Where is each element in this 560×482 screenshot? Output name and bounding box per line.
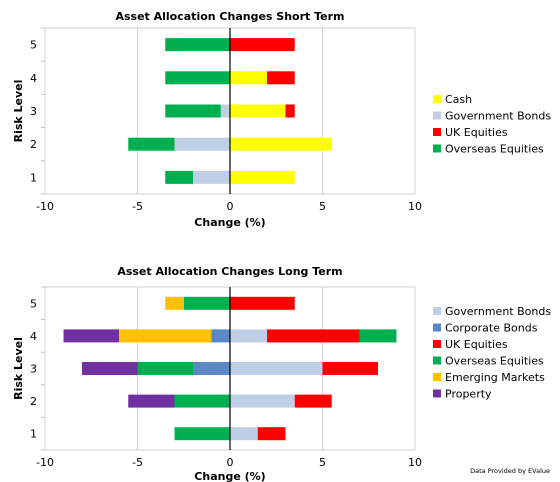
bar-segment-overseas-equities (165, 38, 230, 52)
legend-swatch (433, 340, 441, 348)
bar-segment-overseas-equities (174, 427, 230, 441)
bar-segment-government-bonds (230, 362, 323, 375)
x-tick-label: 10 (408, 456, 422, 469)
bar-segment-uk-equities (294, 394, 332, 408)
x-tick-label: 5 (319, 200, 326, 213)
y-tick-label: 4 (30, 330, 37, 343)
y-tick-label: 5 (30, 297, 37, 310)
legend-label: UK Equities (445, 338, 508, 351)
bar-segment-government-bonds (193, 170, 230, 184)
legend-label: UK Equities (445, 126, 508, 139)
legend-label: Property (445, 388, 492, 401)
bar-segment-property (63, 329, 119, 343)
y-axis-label: Risk Level (12, 80, 25, 143)
legend-swatch (433, 111, 441, 120)
x-axis-label: Change (%) (194, 470, 265, 482)
legend-swatch (433, 323, 441, 332)
x-tick-label: -10 (36, 456, 54, 469)
chart-title: Asset Allocation Changes Short Term (115, 10, 344, 23)
bar-segment-emerging-markets (119, 329, 212, 343)
bar-segment-emerging-markets (165, 296, 184, 310)
legend-label: Overseas Equities (445, 355, 544, 368)
bar-segment-corporate-bonds (193, 362, 230, 375)
x-tick-label: 0 (227, 456, 234, 469)
legend-label: Overseas Equities (445, 143, 544, 156)
y-tick-label: 4 (30, 72, 37, 85)
legend-label: Government Bonds (445, 110, 551, 123)
legend-swatch (433, 95, 441, 103)
legend-swatch (433, 356, 441, 365)
bar-segment-overseas-equities (165, 71, 230, 85)
legend-label: Emerging Markets (445, 371, 545, 384)
bar-segment-cash (230, 71, 267, 85)
data-credit: Data Provided by EValue (470, 467, 550, 475)
y-tick-label: 2 (30, 138, 37, 151)
bar-segment-government-bonds (174, 137, 230, 151)
legend-swatch (433, 144, 441, 153)
bar-segment-government-bonds (230, 427, 258, 441)
bar-segment-uk-equities (230, 38, 295, 52)
bar-segment-overseas-equities (165, 104, 221, 118)
y-tick-label: 3 (30, 363, 37, 376)
legend-swatch (433, 389, 441, 398)
y-tick-label: 1 (30, 428, 37, 441)
legend-swatch (433, 128, 441, 136)
y-axis-label: Risk Level (12, 337, 25, 400)
x-tick-label: 0 (227, 200, 234, 213)
bar-segment-overseas-equities (183, 296, 230, 310)
legend-label: Cash (445, 93, 472, 106)
bar-segment-government-bonds (230, 394, 295, 408)
bar-segment-property (128, 394, 175, 408)
bar-segment-property (82, 362, 138, 375)
bar-segment-uk-equities (267, 71, 295, 85)
bar-segment-uk-equities (257, 427, 286, 441)
bar-segment-overseas-equities (128, 137, 175, 151)
x-tick-label: -5 (132, 200, 143, 213)
bar-segment-uk-equities (230, 296, 295, 310)
bar-segment-uk-equities (267, 329, 360, 343)
y-tick-label: 1 (30, 171, 37, 184)
x-tick-label: -5 (132, 456, 143, 469)
bar-segment-overseas-equities (165, 170, 193, 184)
bar-segment-corporate-bonds (211, 329, 230, 343)
y-tick-label: 5 (30, 39, 37, 52)
bar-segment-cash (230, 170, 295, 184)
x-axis-label: Change (%) (194, 216, 265, 229)
y-tick-label: 2 (30, 395, 37, 408)
legend-label: Government Bonds (445, 305, 551, 318)
x-tick-label: 5 (319, 456, 326, 469)
bar-segment-overseas-equities (359, 329, 397, 343)
bar-segment-overseas-equities (137, 362, 193, 375)
bar-segment-overseas-equities (174, 394, 230, 408)
bar-segment-uk-equities (322, 362, 378, 375)
bar-segment-government-bonds (230, 329, 267, 343)
y-tick-label: 3 (30, 105, 37, 118)
bar-segment-cash (230, 104, 286, 118)
legend-swatch (433, 307, 441, 315)
bar-segment-cash (230, 137, 332, 151)
x-tick-label: 10 (408, 200, 422, 213)
x-tick-label: -10 (36, 200, 54, 213)
chart-title: Asset Allocation Changes Long Term (117, 265, 342, 278)
legend-swatch (433, 373, 441, 381)
bar-segment-uk-equities (285, 104, 295, 118)
legend-label: Corporate Bonds (445, 322, 538, 335)
bar-segment-government-bonds (220, 104, 230, 118)
